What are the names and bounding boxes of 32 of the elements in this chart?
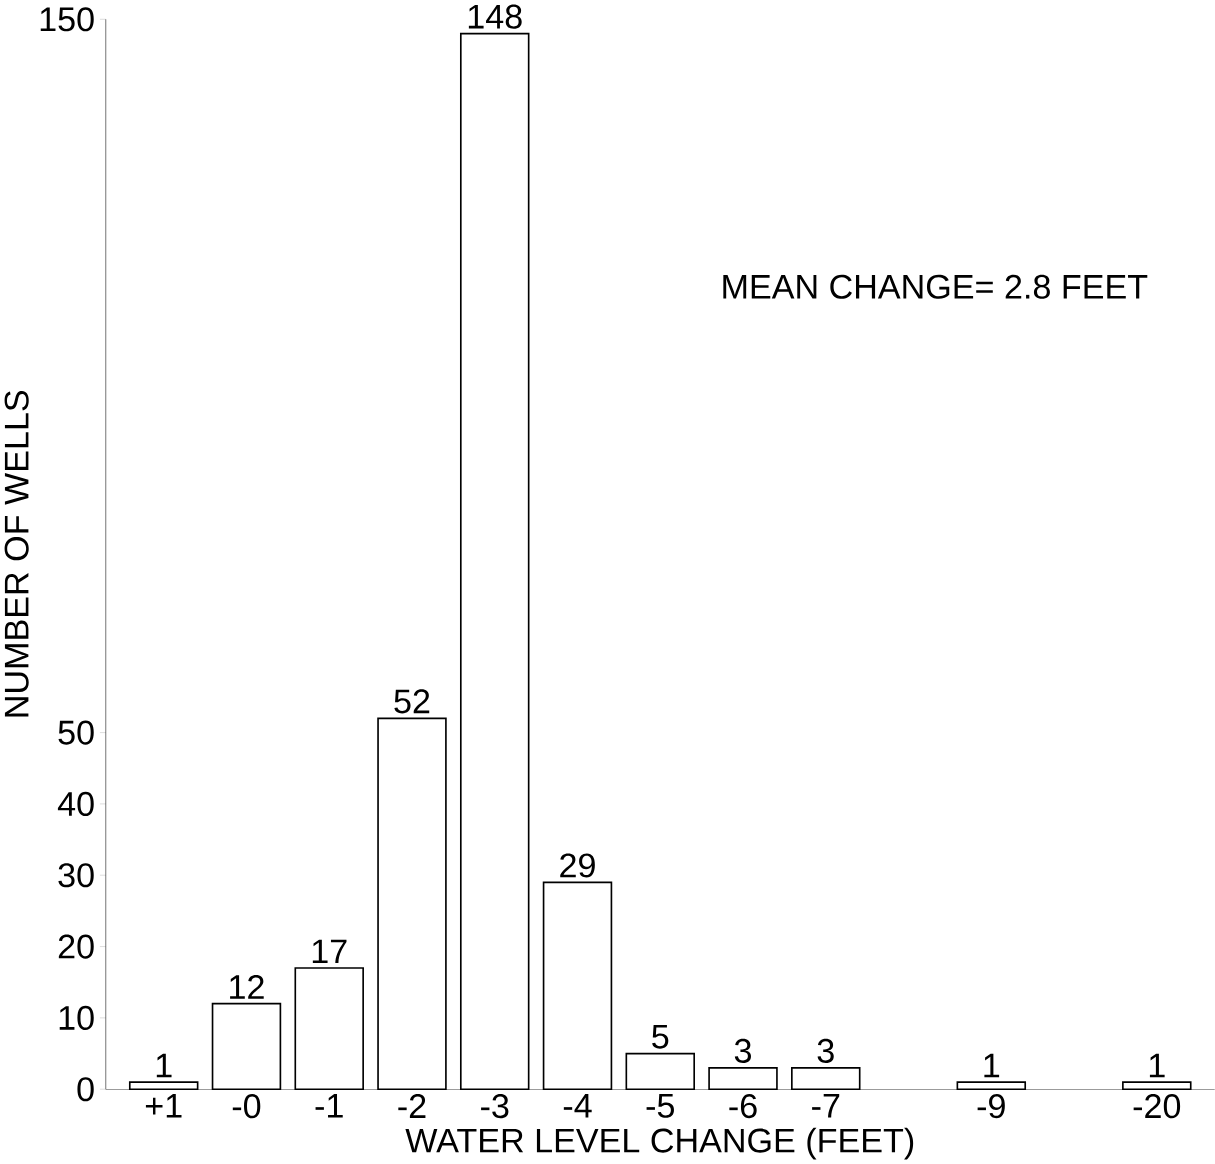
y-tick-label: 0 [77, 1077, 94, 1102]
x-tick-label: -3 [481, 1094, 509, 1119]
x-tick-label: -6 [729, 1094, 757, 1119]
x-tick-label: -0 [232, 1094, 261, 1119]
y-tick-label: 150 [40, 7, 94, 32]
x-tick-label: -7 [812, 1094, 840, 1118]
y-tick-label: 30 [58, 863, 94, 888]
data-label: 17 [312, 939, 347, 964]
data-label: 3 [734, 1038, 751, 1063]
x-tick-label: -1 [315, 1094, 343, 1118]
data-label: 12 [230, 974, 264, 999]
data-label: 148 [468, 4, 522, 29]
x-tick-label: -5 [646, 1094, 674, 1118]
data-label: 29 [560, 853, 595, 878]
x-tick-label: -4 [563, 1094, 592, 1118]
y-tick-label: 50 [58, 720, 94, 745]
y-axis-title: NUMBER OF WELLS [4, 390, 29, 717]
y-tick-label: 20 [58, 934, 94, 959]
x-tick-label: -2 [398, 1094, 426, 1118]
x-axis-title: WATER LEVEL CHANGE (FEET) [405, 1127, 914, 1160]
data-label: 5 [652, 1024, 669, 1049]
data-label: 52 [394, 689, 430, 714]
data-label: 3 [817, 1038, 834, 1063]
x-tick-label: -9 [977, 1094, 1005, 1119]
data-label: 1 [1149, 1053, 1165, 1078]
y-tick-label: 10 [59, 1005, 94, 1030]
data-label: 1 [984, 1053, 1000, 1078]
y-tick-label: 40 [57, 791, 94, 816]
x-tick-label: -20 [1133, 1094, 1181, 1119]
x-tick-label: +1 [145, 1094, 182, 1118]
data-label: 1 [156, 1053, 172, 1078]
annotation: MEAN CHANGE= 2.8 FEET [723, 274, 1148, 299]
